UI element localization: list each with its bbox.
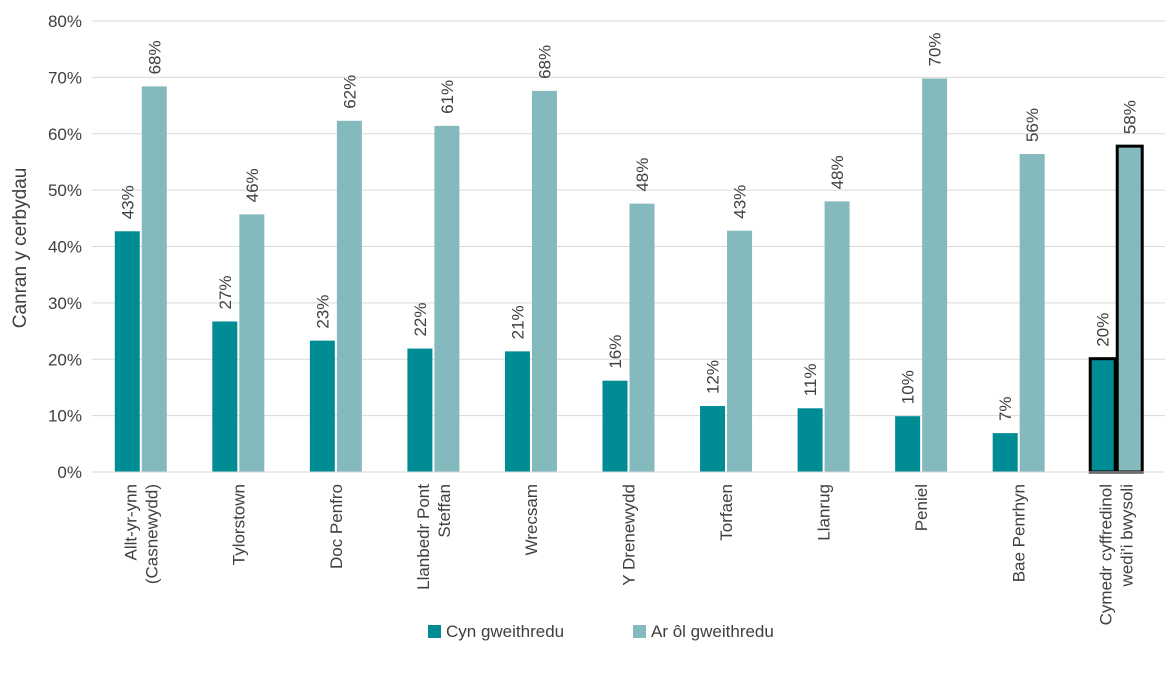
category-label: Cymedr cyffredinol (1097, 484, 1116, 625)
legend-swatch-after (633, 625, 646, 638)
bar-before (700, 406, 726, 472)
bar-before (895, 416, 921, 472)
data-label: 22% (411, 303, 430, 337)
data-label: 16% (606, 335, 625, 369)
y-tick-label: 0% (57, 463, 82, 482)
data-label: 68% (145, 40, 164, 74)
data-label: 61% (438, 80, 457, 114)
bar-before (602, 380, 628, 472)
category-label: Tylorstown (229, 484, 248, 565)
y-axis-title: Canran y cerbydau (10, 168, 31, 329)
data-label: 43% (118, 185, 137, 219)
data-label: 68% (535, 45, 554, 79)
category-label: (Casnewydd) (142, 484, 161, 584)
bar-after (336, 120, 362, 472)
bar-before (407, 348, 433, 472)
category-label: Llanbedr Pont (414, 484, 433, 590)
bar-after (824, 201, 850, 472)
category-label: Bae Penrhyn (1010, 484, 1029, 582)
category-label: Llanrug (815, 484, 834, 541)
bar-before (309, 340, 335, 472)
y-tick-label: 30% (48, 294, 82, 313)
data-label: 48% (633, 158, 652, 192)
data-label: 62% (340, 75, 359, 109)
gridlines (92, 20, 1165, 417)
category-label: Peniel (912, 484, 931, 531)
y-tick-label: 20% (48, 350, 82, 369)
y-tick-label: 40% (48, 238, 82, 257)
data-label: 21% (508, 305, 527, 339)
bar-after (1115, 144, 1144, 474)
data-label: 43% (731, 185, 750, 219)
bar-after (531, 90, 557, 472)
y-tick-label: 50% (48, 181, 82, 200)
y-tick-label: 70% (48, 68, 82, 87)
category-label: Doc Penfro (327, 484, 346, 569)
bar-before (114, 231, 140, 472)
y-tick-label: 60% (48, 125, 82, 144)
category-label: Torfaen (717, 484, 736, 541)
legend: Cyn gweithredu Ar ôl gweithredu (428, 622, 774, 641)
bar-before (797, 408, 823, 472)
category-label: wedi'i bwysoli (1118, 484, 1137, 587)
data-label: 7% (996, 397, 1015, 422)
bar-before (504, 351, 530, 472)
bar-after (727, 230, 753, 472)
bar-after (1019, 154, 1045, 473)
legend-label-before: Cyn gweithredu (446, 622, 564, 641)
category-label: Y Drenewydd (620, 484, 639, 586)
bar-after (141, 86, 167, 473)
legend-label-after: Ar ôl gweithredu (651, 622, 774, 641)
category-label: Wrecsam (522, 484, 541, 555)
data-label: 12% (704, 360, 723, 394)
data-label: 27% (216, 275, 235, 309)
bars (114, 78, 1144, 474)
bar-before (992, 433, 1018, 472)
data-label: 11% (801, 364, 820, 397)
data-label: 70% (926, 32, 945, 66)
y-tick-label: 80% (48, 12, 82, 31)
data-label: 23% (313, 295, 332, 329)
data-label: 48% (828, 155, 847, 189)
bar-after (922, 78, 948, 472)
category-label: Allt-yr-ynn (121, 484, 140, 561)
data-label: 58% (1121, 100, 1140, 134)
data-label: 20% (1094, 313, 1113, 347)
category-labels: Allt-yr-ynn (Casnewydd) Tylorstown Doc Penf… (121, 484, 1136, 626)
bar-before (1088, 357, 1117, 474)
data-labels: 43% 68% 27% 46% 23% 62% 22% 61% 21% 68% 16% 48% 12% 4… (118, 32, 1139, 421)
legend-swatch-before (428, 625, 441, 638)
data-label: 56% (1023, 108, 1042, 142)
bar-before (212, 321, 238, 472)
category-label: Steffan (435, 484, 454, 538)
bar-after (629, 203, 655, 472)
data-label: 10% (899, 370, 918, 404)
data-label: 46% (243, 168, 262, 202)
y-tick-label: 10% (48, 407, 82, 426)
bar-after (434, 125, 460, 473)
y-axis-tick-labels: 0% 10% 20% 30% 40% 50% 60% 70% 80% (48, 12, 82, 482)
bar-after (239, 214, 265, 472)
